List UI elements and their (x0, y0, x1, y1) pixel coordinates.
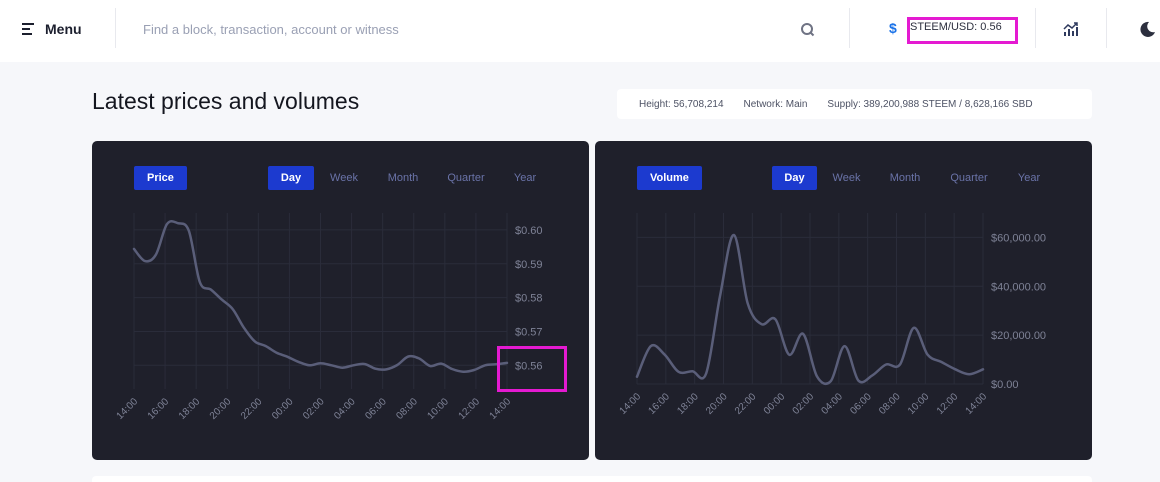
block-height: Height: 56,708,214 (639, 98, 724, 110)
price-y-tick-label: $0.59 (515, 259, 543, 271)
volume-x-tick-label: 10:00 (906, 391, 932, 417)
volume-x-tick-label: 08:00 (877, 391, 903, 417)
network-name: Network: Main (743, 98, 808, 110)
network-stats: Height: 56,708,214 Network: Main Supply:… (617, 89, 1092, 119)
volume-x-tick-label: 14:00 (618, 391, 644, 417)
dollar-icon: $ (889, 20, 897, 36)
volume-range-tabs: Day Week Month Quarter Year (772, 166, 1054, 190)
price-ticker: STEEM/USD: 0.56 (910, 21, 1002, 33)
tab-day[interactable]: Day (772, 166, 817, 190)
tab-quarter[interactable]: Quarter (950, 172, 988, 184)
price-x-tick-label: 14:00 (488, 396, 514, 422)
price-x-tick-label: 10:00 (425, 396, 451, 422)
header-divider (1106, 8, 1107, 48)
price-y-tick-label: $0.56 (515, 360, 543, 372)
tab-week[interactable]: Week (330, 172, 358, 184)
price-metric-button[interactable]: Price (134, 166, 187, 190)
volume-x-tick-label: 22:00 (733, 391, 759, 417)
price-highlight-box (497, 346, 567, 392)
volume-x-tick-label: 16:00 (646, 391, 672, 417)
price-x-tick-label: 08:00 (394, 396, 420, 422)
price-x-tick-label: 02:00 (301, 396, 327, 422)
price-range-tabs: Day Week Month Quarter Year (268, 166, 550, 190)
volume-x-tick-label: 06:00 (848, 391, 874, 417)
volume-x-tick-label: 18:00 (675, 391, 701, 417)
tab-year[interactable]: Year (513, 172, 537, 184)
tab-week[interactable]: Week (832, 172, 861, 184)
price-y-tick-label: $0.57 (515, 326, 543, 338)
next-section-panel (92, 476, 1092, 482)
menu-button[interactable]: Menu (22, 18, 82, 40)
header-divider (849, 8, 850, 48)
volume-chart: $0.00 $20,000.00 $40,000.00 $60,000.00 14:00… (618, 213, 1046, 417)
volume-x-tick-label: 04:00 (819, 391, 845, 417)
tab-month[interactable]: Month (889, 172, 921, 184)
price-series-line (132, 219, 509, 373)
moon-icon[interactable] (1138, 20, 1156, 38)
price-y-tick-label: $0.58 (515, 293, 543, 305)
top-bar: Menu $ STEEM/USD: 0.56 (0, 0, 1160, 62)
volume-y-tick-label: $0.00 (991, 379, 1019, 391)
search-input[interactable] (143, 18, 783, 40)
volume-y-tick-label: $60,000.00 (991, 232, 1046, 244)
price-y-tick-label: $0.60 (515, 225, 543, 237)
volume-y-tick-label: $40,000.00 (991, 281, 1046, 293)
volume-metric-button[interactable]: Volume (637, 166, 702, 190)
page-title: Latest prices and volumes (92, 88, 360, 114)
volume-x-tick-label: 14:00 (964, 391, 990, 417)
price-x-tick-label: 18:00 (177, 396, 203, 422)
volume-series-line (635, 233, 985, 386)
hamburger-icon (22, 23, 34, 35)
tab-month[interactable]: Month (387, 172, 419, 184)
price-x-tick-label: 04:00 (332, 396, 358, 422)
tab-day[interactable]: Day (268, 166, 314, 190)
volume-x-tick-label: 20:00 (704, 391, 730, 417)
volume-chart-card: $0.00 $20,000.00 $40,000.00 $60,000.00 14:00… (595, 141, 1092, 460)
header-divider (1035, 8, 1036, 48)
search-icon[interactable] (800, 22, 815, 37)
price-x-tick-label: 12:00 (457, 396, 483, 422)
volume-x-tick-label: 00:00 (762, 391, 788, 417)
menu-label: Menu (45, 21, 82, 37)
price-chart-card: $0.56 $0.57 $0.58 $0.59 $0.60 14:00 16:00 18:00… (92, 141, 589, 460)
price-x-tick-label: 14:00 (115, 396, 141, 422)
price-x-tick-label: 22:00 (239, 396, 265, 422)
price-x-tick-label: 20:00 (208, 396, 234, 422)
ticker-highlight-box (907, 17, 1018, 44)
token-supply: Supply: 389,200,988 STEEM / 8,628,166 SB… (827, 98, 1033, 110)
price-x-tick-label: 16:00 (146, 396, 172, 422)
volume-x-tick-label: 12:00 (935, 391, 961, 417)
price-x-tick-label: 06:00 (363, 396, 389, 422)
tab-year[interactable]: Year (1017, 172, 1041, 184)
volume-x-tick-label: 02:00 (791, 391, 817, 417)
price-x-tick-label: 00:00 (270, 396, 296, 422)
header-divider (115, 8, 116, 48)
market-chart-icon[interactable] (1063, 21, 1079, 37)
volume-y-tick-label: $20,000.00 (991, 330, 1046, 342)
tab-quarter[interactable]: Quarter (447, 172, 485, 184)
